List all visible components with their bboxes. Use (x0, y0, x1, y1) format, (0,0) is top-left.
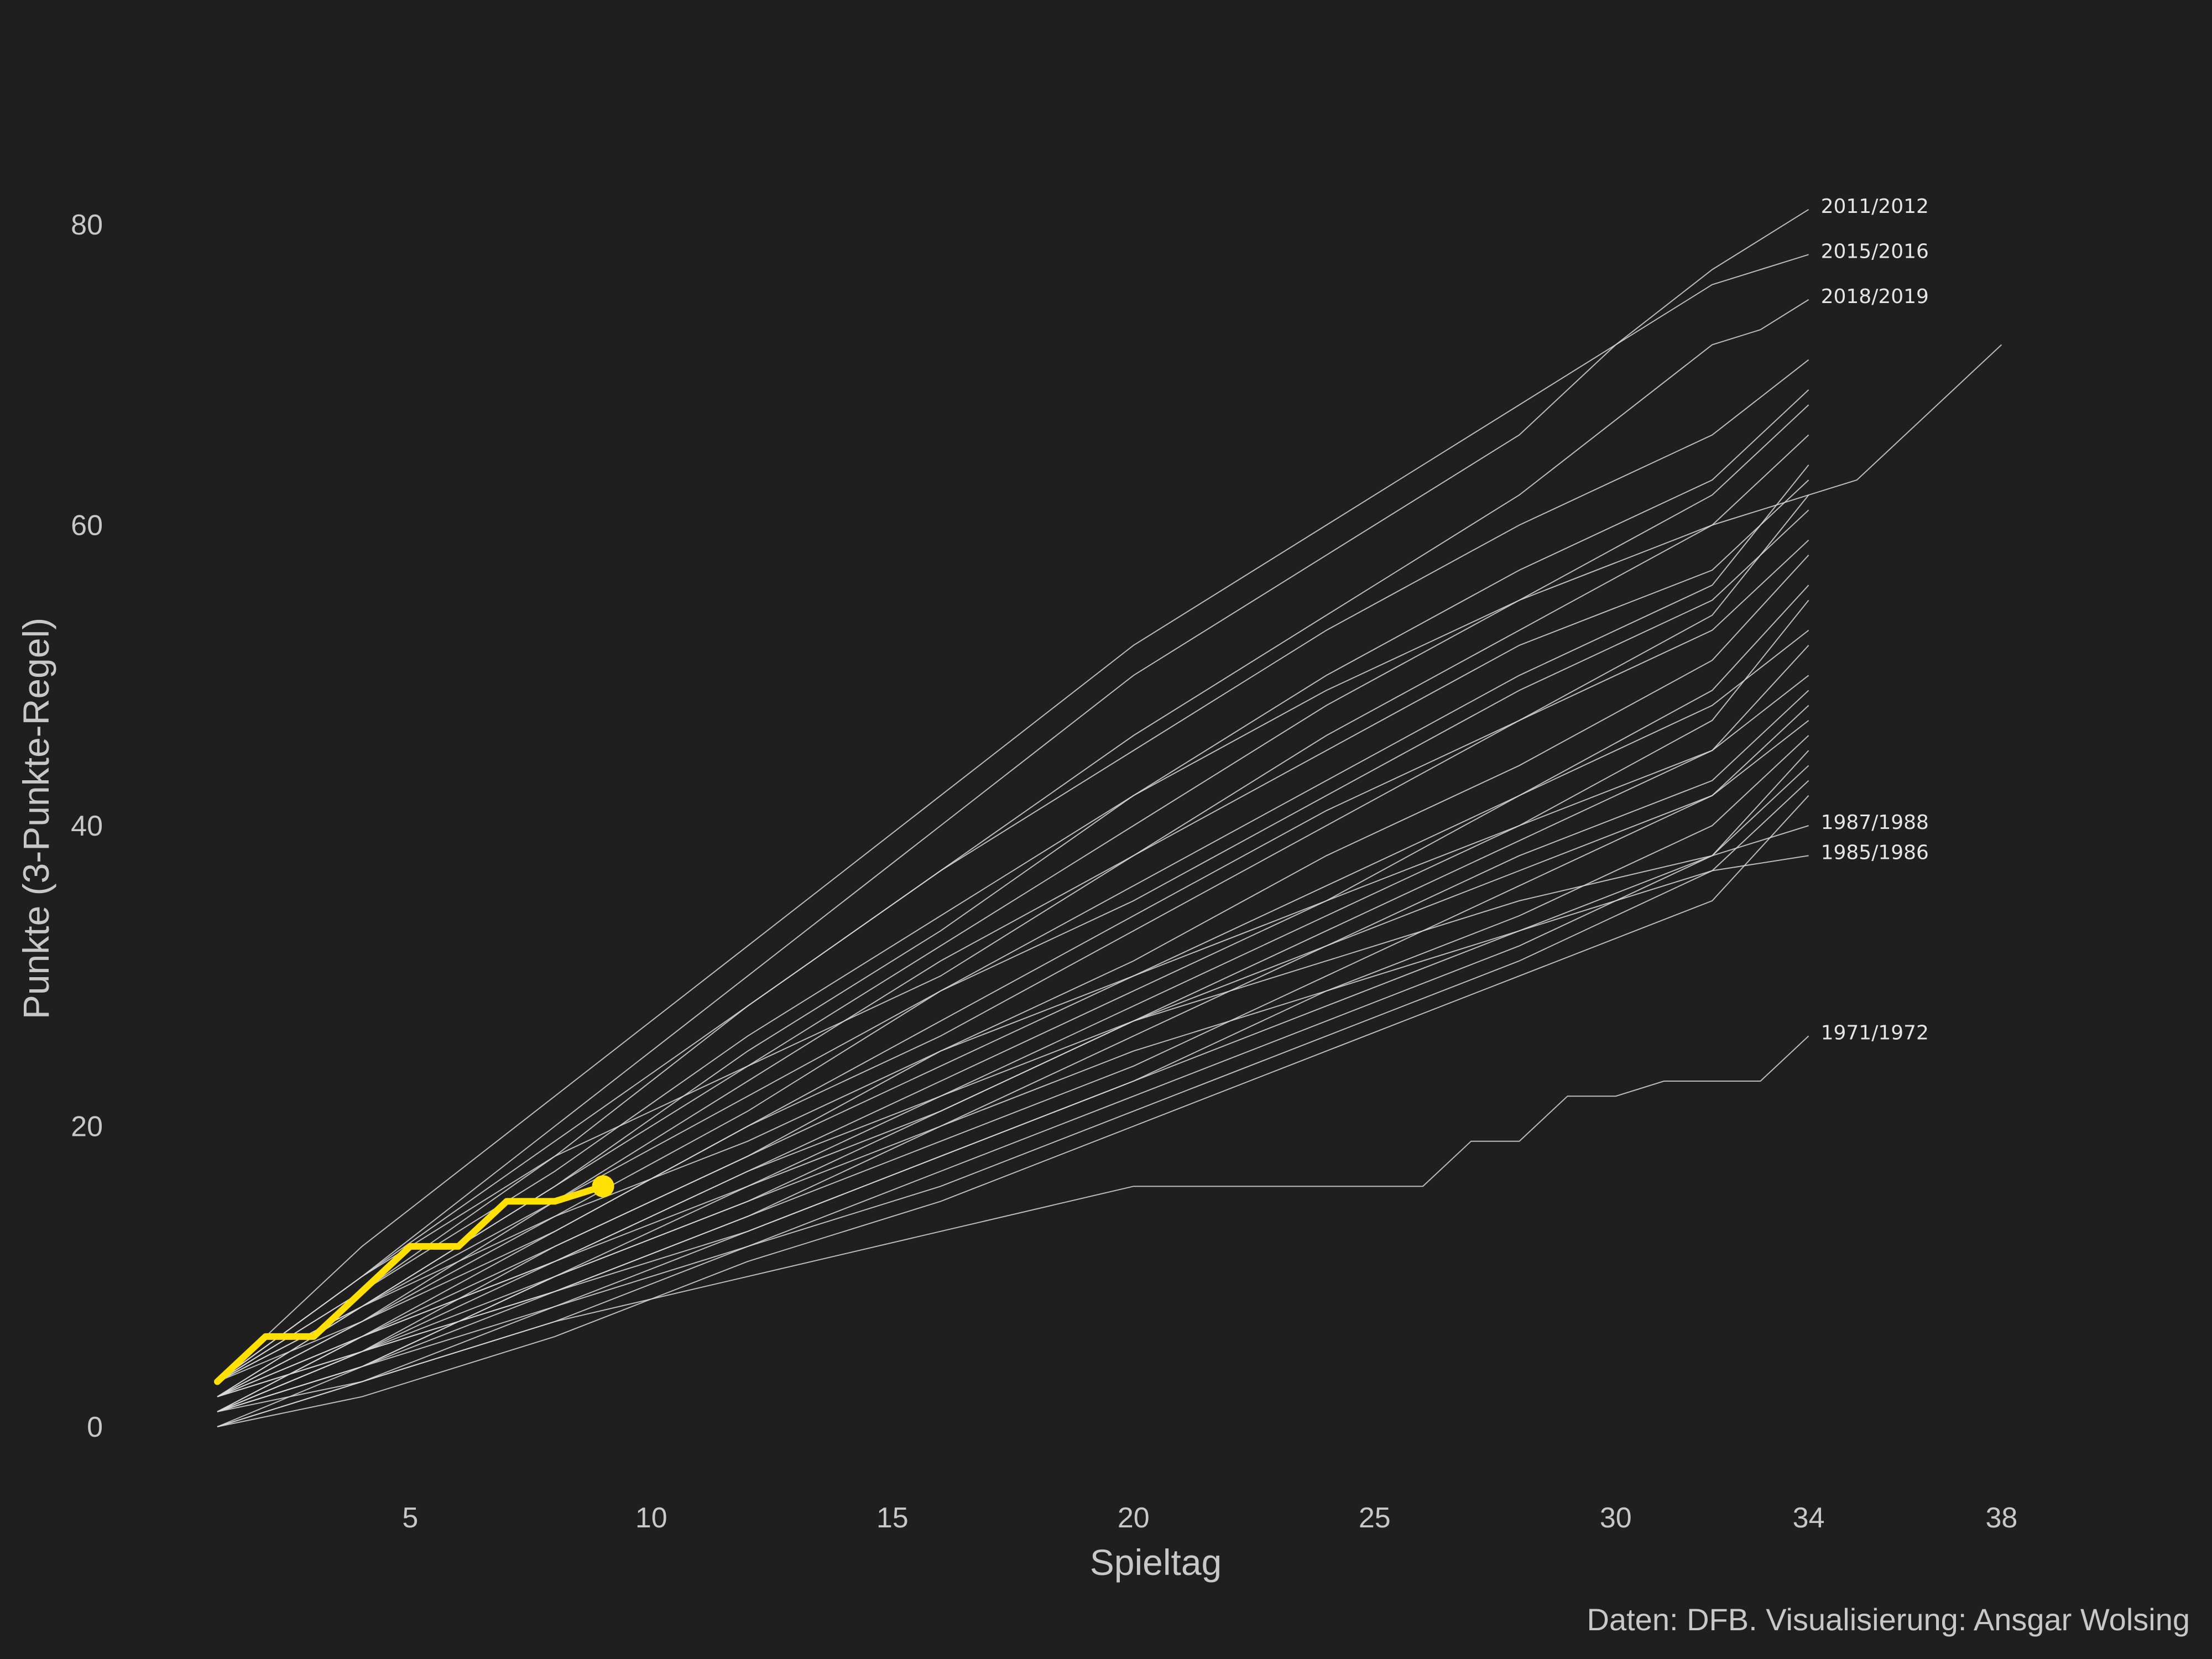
y-tick-label: 60 (71, 510, 103, 542)
current-season (214, 1175, 614, 1385)
season-line (217, 675, 1809, 1383)
season-line (217, 539, 1809, 1383)
y-axis: 0 20 40 60 80 (71, 209, 103, 1443)
x-tick-label: 25 (1359, 1502, 1391, 1534)
y-axis-title: Punkte (3-Punkte-Regel) (15, 618, 56, 1019)
season-line (217, 434, 1809, 1383)
season-line (217, 509, 1809, 1397)
y-tick-label: 20 (71, 1111, 103, 1143)
season-line (217, 765, 1809, 1427)
season-line (217, 389, 1809, 1383)
current-season-endpoint (592, 1175, 614, 1198)
current-season-line (214, 1183, 607, 1385)
season-labels: 2011/2012 2015/2016 2018/2019 1987/1988 1985… (1821, 195, 1929, 1045)
season-label: 2015/2016 (1821, 240, 1929, 263)
season-line (217, 359, 1809, 1383)
x-tick-label: 34 (1793, 1502, 1825, 1534)
season-line (217, 645, 1809, 1427)
season-line (217, 690, 1809, 1412)
season-line (217, 629, 1809, 1412)
x-axis-title: Spieltag (1090, 1542, 1222, 1583)
season-line (217, 825, 1809, 1412)
season-label: 1987/1988 (1821, 811, 1929, 834)
season-label: 2018/2019 (1821, 285, 1929, 308)
season-line (217, 795, 1809, 1427)
season-line (217, 599, 1809, 1397)
y-tick-label: 40 (71, 810, 103, 842)
season-line (217, 254, 1809, 1383)
season-line (217, 1035, 1809, 1427)
y-tick-label: 0 (87, 1411, 103, 1443)
season-line (217, 780, 1809, 1412)
x-tick-label: 10 (635, 1502, 667, 1534)
season-line (217, 855, 1809, 1412)
x-tick-label: 38 (1985, 1502, 2017, 1534)
season-lines (217, 208, 2002, 1427)
season-line (217, 479, 1809, 1383)
season-line (217, 494, 1809, 1412)
x-tick-label: 15 (877, 1502, 909, 1534)
x-axis: 5 10 15 20 25 30 34 38 (402, 1502, 2017, 1534)
y-tick-label: 80 (71, 209, 103, 241)
season-line (217, 555, 1809, 1397)
season-label: 1985/1986 (1821, 841, 1929, 864)
season-line (217, 720, 1809, 1397)
caption: Daten: DFB. Visualisierung: Ansgar Wolsi… (1587, 1602, 2190, 1637)
season-line (217, 208, 1809, 1383)
x-tick-label: 20 (1118, 1502, 1150, 1534)
x-tick-label: 30 (1600, 1502, 1632, 1534)
season-label: 2011/2012 (1821, 195, 1929, 218)
season-line (217, 735, 1809, 1412)
season-line (217, 750, 1809, 1412)
season-line (217, 585, 1809, 1412)
season-line (217, 465, 1809, 1397)
season-line (217, 299, 1809, 1383)
x-tick-label: 5 (402, 1502, 418, 1534)
season-label: 1971/1972 (1821, 1021, 1929, 1044)
